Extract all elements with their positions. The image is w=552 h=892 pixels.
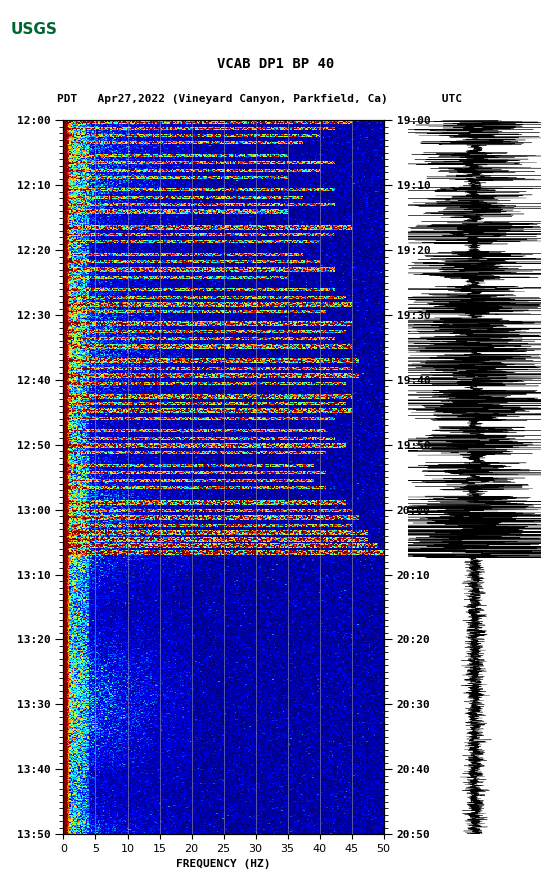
- Text: USGS: USGS: [11, 22, 58, 37]
- X-axis label: FREQUENCY (HZ): FREQUENCY (HZ): [176, 859, 271, 870]
- Text: PDT   Apr27,2022 (Vineyard Canyon, Parkfield, Ca)        UTC: PDT Apr27,2022 (Vineyard Canyon, Parkfie…: [57, 95, 462, 104]
- Text: VCAB DP1 BP 40: VCAB DP1 BP 40: [217, 57, 335, 71]
